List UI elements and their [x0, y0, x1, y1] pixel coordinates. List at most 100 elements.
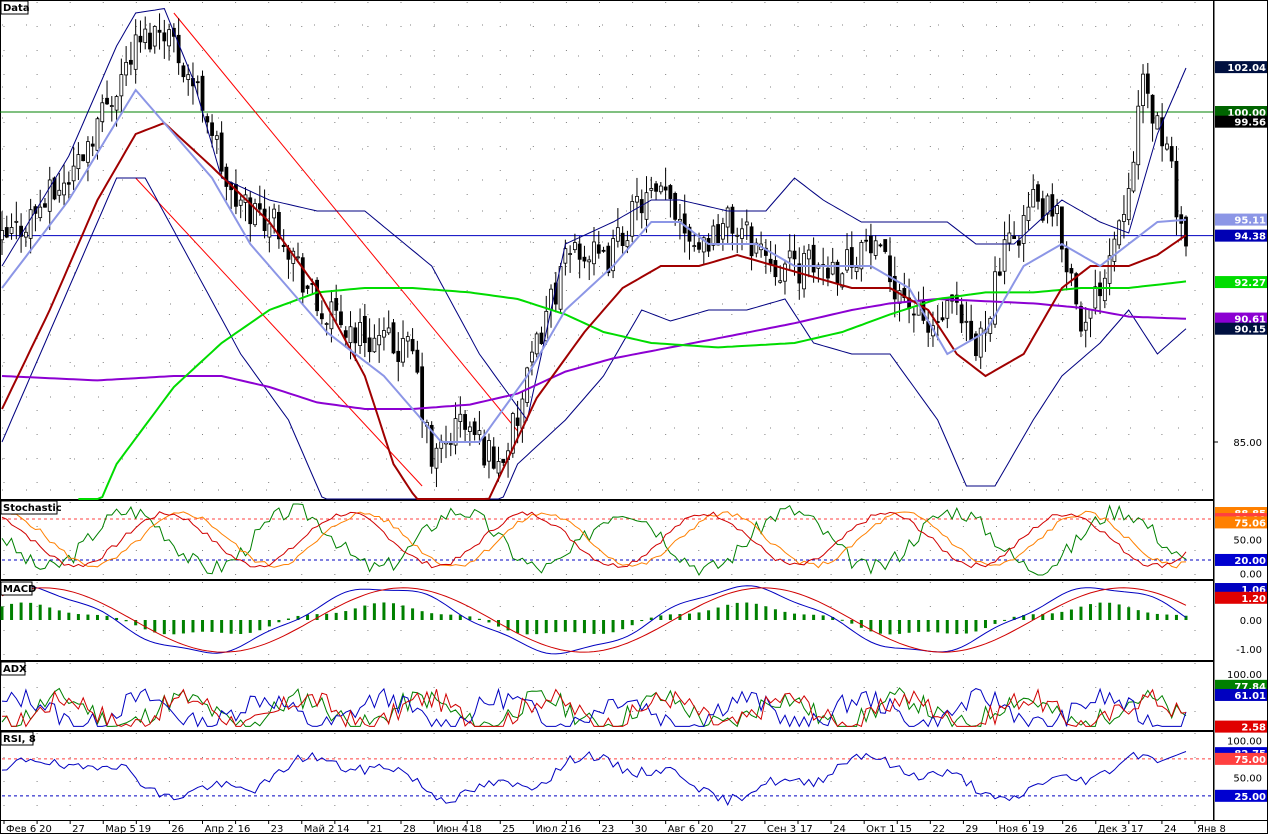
candle: [181, 62, 186, 83]
x-tick-label: 24: [1164, 824, 1177, 834]
macd-histogram-bar: [134, 620, 138, 626]
candle: [267, 206, 272, 253]
candle: [219, 121, 224, 175]
candle: [783, 259, 787, 295]
macd-histogram-bar: [764, 606, 768, 620]
macd-histogram-bar: [38, 604, 42, 620]
candle: [630, 195, 635, 243]
value-tag: 25.00: [1215, 789, 1267, 803]
macd-histogram-bar: [1079, 606, 1083, 620]
oscillator-line: [1, 751, 1187, 806]
candle: [945, 298, 950, 329]
macd-histogram-bar: [449, 614, 453, 620]
value-tag-label: 75.06: [1234, 518, 1266, 529]
macd-histogram-bar: [859, 620, 863, 628]
macd-histogram-bar: [1165, 614, 1169, 620]
macd-histogram-bar: [783, 611, 787, 620]
x-tick-label: 25: [502, 824, 515, 834]
candle: [1112, 231, 1117, 272]
candle: [539, 326, 544, 345]
macd-histogram-bar: [974, 620, 978, 632]
candle: [568, 245, 573, 273]
candle: [296, 242, 300, 263]
candle: [396, 332, 401, 382]
candle: [1012, 221, 1017, 239]
candle: [1026, 192, 1031, 230]
candle: [86, 136, 90, 182]
ma-long-line: [1, 297, 1187, 410]
bollinger-upper-band: [1, 8, 1187, 422]
y-tick-label: 50.00: [1233, 536, 1262, 547]
candle: [9, 213, 14, 240]
value-tag: 77.84: [1215, 679, 1267, 693]
macd-histogram-bar: [1089, 604, 1093, 620]
macd-histogram-bar: [277, 620, 281, 623]
candle: [171, 23, 176, 53]
macd-histogram-bar: [802, 614, 806, 620]
candle: [377, 318, 382, 363]
candle: [725, 205, 730, 244]
ma-slow-line: [78, 280, 1187, 500]
macd-histogram-bar: [525, 620, 529, 635]
macd-histogram-bar: [611, 620, 615, 633]
macd-histogram-bar: [10, 603, 14, 620]
candle: [601, 246, 606, 253]
macd-histogram-bar: [687, 613, 691, 620]
macd-histogram-bar: [95, 614, 99, 620]
candle: [358, 308, 362, 354]
value-tag: 90.15: [1215, 322, 1267, 336]
candle: [176, 18, 181, 75]
candle: [587, 255, 592, 281]
candle: [615, 208, 620, 248]
candle: [969, 304, 974, 341]
candle: [100, 94, 105, 133]
macd-histogram-bar: [716, 607, 720, 620]
macd-histogram-bar: [668, 614, 672, 620]
candle: [300, 253, 305, 304]
macd-histogram-bar: [334, 612, 338, 620]
value-tag-label: 95.11: [1234, 216, 1266, 227]
macd-histogram-bar: [936, 620, 940, 633]
oscillator-line: [1, 688, 1187, 728]
candle: [940, 301, 945, 322]
x-tick-label: Окт 1: [866, 824, 895, 834]
candle: [883, 239, 888, 254]
macd-histogram-bar: [630, 620, 634, 626]
macd-histogram-bar: [353, 608, 357, 620]
candle: [1126, 172, 1131, 226]
candle: [873, 235, 878, 260]
macd-histogram-bar: [201, 620, 205, 632]
y-tick-label: 100.00: [1227, 736, 1262, 747]
macd-histogram-bar: [76, 614, 80, 620]
candle: [611, 229, 615, 279]
candle: [167, 23, 171, 61]
candle: [28, 198, 33, 254]
x-tick-label: Фев 6: [6, 824, 36, 834]
candle: [277, 204, 281, 249]
candle: [1059, 206, 1064, 263]
macd-histogram-bar: [840, 619, 844, 621]
candle: [458, 396, 463, 438]
value-tag: 99.56: [1215, 115, 1267, 129]
candle: [1098, 271, 1102, 315]
macd-histogram-bar: [220, 620, 224, 633]
candle: [911, 307, 916, 333]
candle: [806, 243, 811, 278]
x-tick-label: Май 2: [304, 824, 335, 834]
macd-histogram-bar: [707, 610, 711, 620]
candle: [420, 352, 425, 438]
candle: [520, 391, 525, 443]
panel-title-rsi: RSI, 8: [0, 731, 36, 746]
value-tag-label: 90.61: [1234, 315, 1266, 326]
candle: [129, 41, 133, 76]
candle: [878, 243, 883, 248]
candle: [978, 321, 983, 369]
candle: [133, 19, 138, 84]
macd-histogram-bar: [1155, 613, 1159, 620]
macd-histogram-bar: [0, 606, 4, 620]
macd-histogram-bar: [48, 607, 52, 620]
macd-histogram-bar: [582, 620, 586, 634]
candle: [90, 136, 95, 157]
